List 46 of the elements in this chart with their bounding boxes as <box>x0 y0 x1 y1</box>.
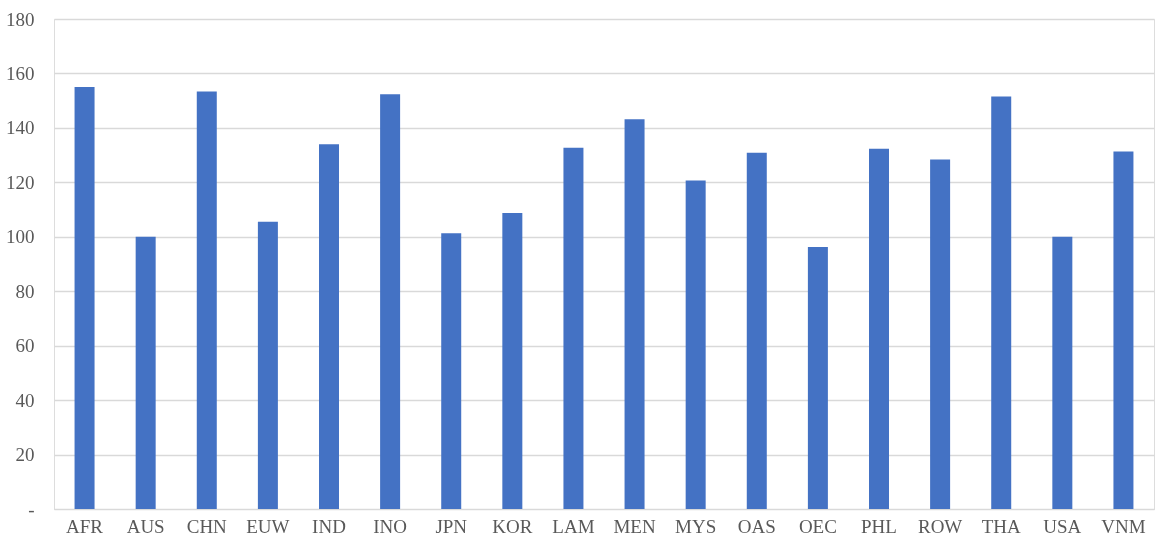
x-tick-label: MYS <box>675 515 717 537</box>
bar <box>1113 151 1134 509</box>
bar <box>380 94 401 509</box>
y-tick-label: 160 <box>6 62 35 84</box>
y-tick-label: 100 <box>6 226 35 248</box>
bar <box>624 119 645 509</box>
bar <box>807 247 828 509</box>
y-tick-label: 60 <box>15 335 35 357</box>
bar <box>319 144 339 509</box>
x-tick-label: ROW <box>917 515 963 537</box>
bar <box>257 221 278 509</box>
bar <box>869 148 889 509</box>
x-tick-label: OEC <box>798 515 837 537</box>
x-tick-label: MEN <box>613 515 656 537</box>
y-tick-label: 180 <box>6 8 35 30</box>
bar <box>1052 236 1073 509</box>
bar <box>441 233 462 509</box>
bar <box>746 152 767 509</box>
y-tick-label: - <box>28 498 35 520</box>
x-tick-label: USA <box>1043 515 1082 537</box>
y-tick-label: 120 <box>6 171 35 193</box>
bar <box>685 180 706 509</box>
y-tick-label: 20 <box>15 444 35 466</box>
x-tick-label: EUW <box>246 515 290 537</box>
y-tick-label: 40 <box>15 389 35 411</box>
x-tick-label: AUS <box>126 515 165 537</box>
y-tick-label: 80 <box>15 280 35 302</box>
bar <box>196 91 217 509</box>
x-tick-label: IND <box>312 515 346 537</box>
x-tick-label: LAM <box>552 515 595 537</box>
x-tick-label: THA <box>981 515 1022 537</box>
bar <box>135 236 156 509</box>
x-tick-label: AFR <box>66 515 104 537</box>
x-tick-label: OAS <box>737 515 776 537</box>
x-tick-label: KOR <box>492 515 533 537</box>
x-tick-label: CHN <box>186 515 228 537</box>
y-tick-label: 140 <box>6 117 35 139</box>
bar <box>563 147 584 509</box>
x-tick-label: VNM <box>1101 515 1146 537</box>
bar <box>930 159 951 509</box>
bar <box>502 213 523 509</box>
x-tick-label: INO <box>373 515 407 537</box>
x-tick-label: JPN <box>435 515 468 537</box>
x-tick-label: PHL <box>861 515 897 537</box>
bar <box>991 96 1012 509</box>
bar <box>74 87 95 509</box>
